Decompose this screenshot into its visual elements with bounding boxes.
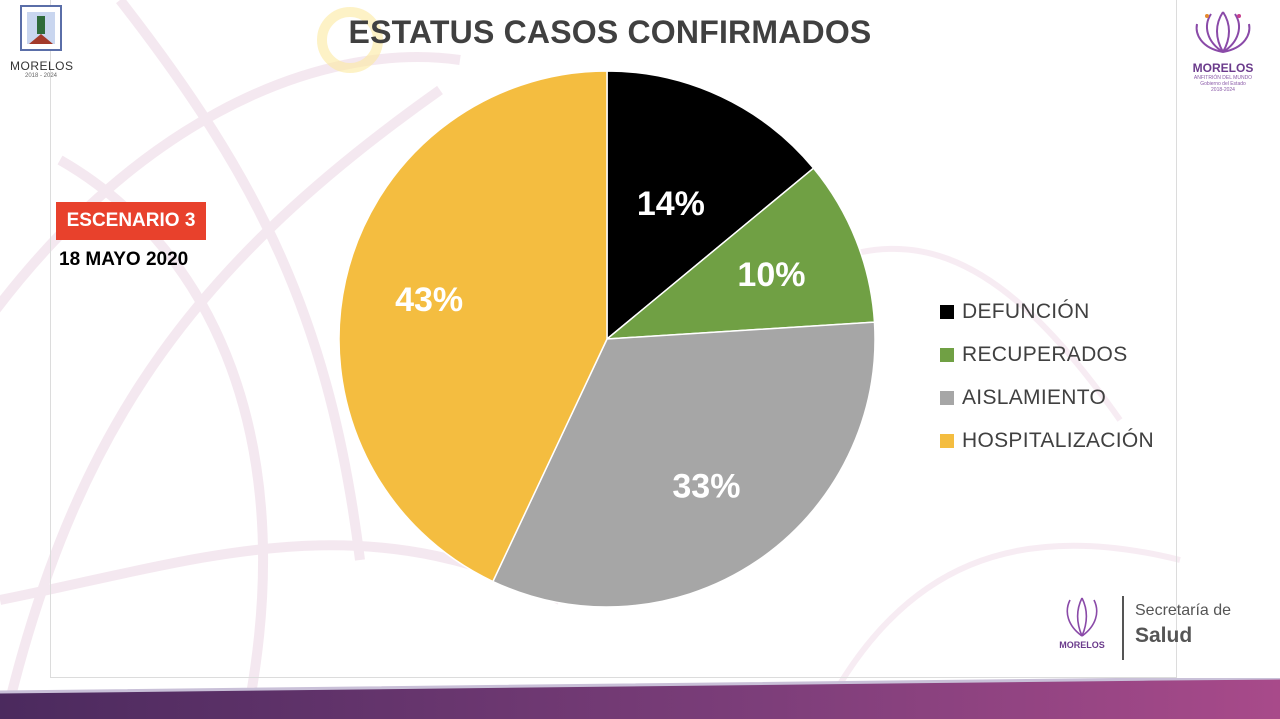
pie-slice-defunción [606,70,815,341]
data-label-defunción: 14% [637,185,705,223]
data-label-hospitalización: 43% [395,281,463,319]
legend-swatch [940,347,954,362]
brand-name: MORELOS [1192,61,1254,75]
legend-label: RECUPERADOS [962,342,1128,366]
legend-swatch [940,433,954,448]
legend-swatch [940,390,954,405]
state-logo-years: 2018 - 2024 [24,73,58,79]
lotus-small-icon: MORELOS [1059,597,1105,650]
state-logo: MORELOS 2018 - 2024 [10,4,74,79]
pie-slice-recuperados [604,167,876,340]
data-label-recuperados: 10% [737,256,805,294]
pie-slice-aislamiento [491,321,876,608]
legend-item: HOSPITALIZACIÓN [940,419,1154,462]
legend-item: RECUPERADOS [940,333,1154,376]
brand-tagline: ANFITRIÓN DEL MUNDO [1193,75,1253,81]
salud-divider [1122,596,1124,660]
legend-item: AISLAMIENTO [940,376,1154,419]
pie-slice-hospitalización [338,70,608,583]
legend-label: AISLAMIENTO [962,385,1107,409]
legend-swatch [940,304,954,319]
salud-name: Salud [1135,624,1193,647]
chart-legend: DEFUNCIÓN RECUPERADOS AISLAMIENTO HOSPITALI… [940,290,1154,462]
lotus-icon [1195,11,1251,53]
footer-band [0,678,1280,719]
state-seal-icon [20,5,62,51]
page-title: ESTATUS CASOS CONFIRMADOS [348,14,872,50]
brand-sub: Gobierno del Estado [1200,81,1246,87]
legend-label: DEFUNCIÓN [962,299,1090,323]
report-date: 18 MAYO 2020 [59,249,189,270]
morelos-brand-logo: MORELOS ANFITRIÓN DEL MUNDO Gobierno del… [1186,8,1260,93]
state-logo-name: MORELOS [10,59,74,73]
slide-frame [50,0,1177,678]
brand-years: 2018-2024 [1211,87,1235,93]
salud-brand-text: MORELOS [1059,640,1105,650]
scenario-badge: ESCENARIO 3 [56,202,206,240]
legend-label: HOSPITALIZACIÓN [962,428,1154,452]
legend-item: DEFUNCIÓN [940,290,1154,333]
salud-logo: MORELOS Secretaría de Salud [1050,588,1270,668]
data-label-aislamiento: 33% [672,467,740,505]
salud-secretaria: Secretaría de [1135,602,1232,619]
